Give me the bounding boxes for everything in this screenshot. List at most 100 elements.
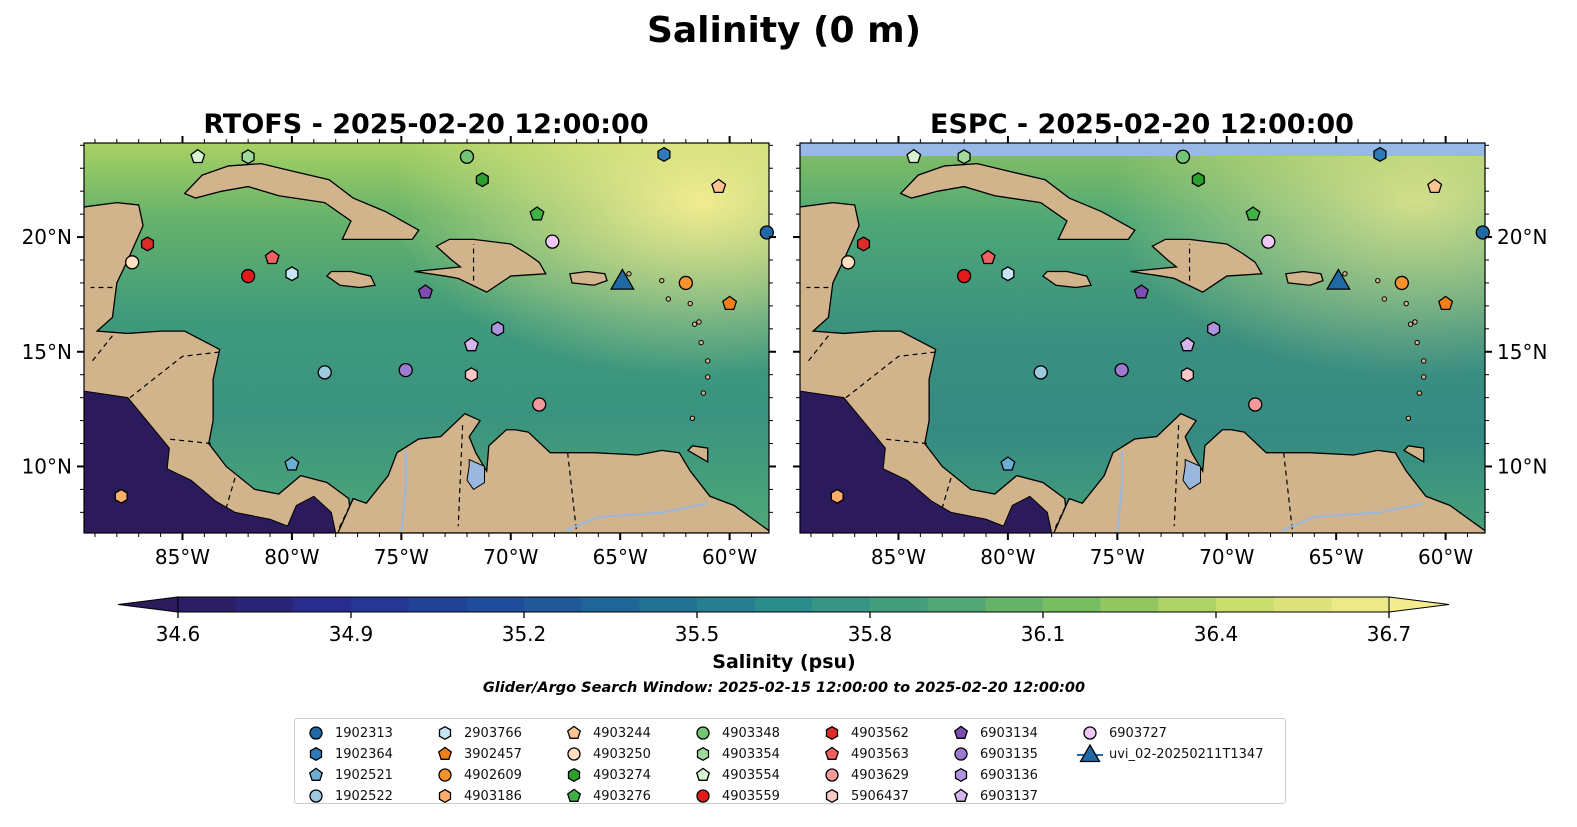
marker-6903135	[398, 362, 413, 378]
marker-4903562	[856, 236, 871, 252]
y-tick-label: 15°N	[1497, 340, 1547, 364]
colorbar-tick-label: 35.5	[675, 622, 720, 646]
marker-4903354	[241, 149, 255, 165]
legend-item: 6903136	[948, 765, 1038, 785]
land-polygon	[1285, 270, 1324, 286]
legend-item: 1902313	[303, 723, 393, 743]
country-border	[1173, 425, 1180, 527]
x-tick-label: 85°W	[871, 545, 926, 569]
legend-label: 4903348	[722, 725, 780, 741]
legend-marker-icon	[438, 725, 452, 741]
x-tick-label: 60°W	[702, 545, 757, 569]
island	[1381, 296, 1388, 302]
colorbar-segment	[927, 597, 986, 612]
colorbar-segment	[697, 597, 756, 612]
legend-marker-icon	[309, 726, 323, 740]
legend-item: 6903137	[948, 786, 1038, 806]
colorbar-tick-label: 34.6	[156, 622, 201, 646]
x-axis-ticks: 85°W 80°W 75°W 70°W 65°W 60°W	[810, 136, 1473, 569]
legend-marker-icon	[567, 767, 581, 783]
marker-1902313	[759, 225, 774, 240]
island	[1412, 319, 1418, 325]
y-axis-ticks: 10°N 15°N 20°N	[22, 144, 776, 513]
marker-6903136	[491, 321, 505, 337]
colorbar: 34.6 34.9 35.2 35.5 35.8 36.1 36.4 36.7	[117, 596, 1450, 646]
marker-6903134	[1133, 284, 1149, 299]
marker-4903250	[124, 255, 140, 270]
legend-label: 1902522	[335, 788, 393, 804]
colorbar-label: Salinity (psu)	[712, 651, 855, 673]
legend-marker-icon	[824, 746, 840, 760]
no-data-band	[800, 143, 1485, 156]
legend-label: 5906437	[851, 788, 909, 804]
legend-marker-icon	[825, 725, 839, 741]
legend-label: uvi_02-20250211T1347	[1109, 746, 1264, 762]
marker-5906437	[1180, 367, 1194, 383]
legend-item: 5906437	[819, 786, 909, 806]
marker-1902364	[1373, 146, 1387, 163]
legend-item: 2903766	[432, 723, 522, 743]
legend-item: 4903276	[561, 786, 651, 806]
legend-marker-icon	[438, 768, 452, 782]
legend-label: 4903274	[593, 767, 651, 783]
marker-4903250	[840, 255, 856, 270]
legend-marker-icon	[695, 767, 711, 781]
island	[689, 415, 696, 421]
lake-maracaibo	[1182, 458, 1201, 491]
colorbar-segment	[1273, 597, 1332, 612]
island	[665, 296, 672, 302]
island	[1405, 415, 1412, 421]
island	[1414, 339, 1420, 346]
island	[1421, 374, 1427, 380]
x-axis-ticks: 85°W 80°W 75°W 70°W 65°W 60°W	[94, 136, 757, 569]
marker-5906437	[464, 367, 478, 383]
marker-4903244	[711, 178, 727, 194]
land-polygon	[1130, 238, 1263, 293]
island	[626, 271, 632, 277]
marker-4903186	[830, 488, 844, 504]
legend-marker-icon	[954, 747, 968, 761]
legend-label: 6903135	[980, 746, 1038, 762]
country-border	[567, 452, 578, 531]
country-border	[845, 351, 938, 399]
land-polygon	[1402, 445, 1425, 464]
legend-item: 4903629	[819, 765, 909, 785]
country-border	[806, 335, 829, 364]
country-border	[457, 425, 464, 527]
y-tick-label: 15°N	[22, 340, 72, 364]
marker-1902522	[317, 365, 332, 380]
x-tick-label: 75°W	[1090, 545, 1145, 569]
legend-marker-icon	[309, 746, 323, 762]
legend-marker-icon	[309, 789, 323, 803]
x-tick-label: 60°W	[1418, 545, 1473, 569]
river	[1116, 450, 1123, 531]
legend-label: 6903134	[980, 725, 1038, 741]
marker-1902313	[1475, 225, 1490, 240]
colorbar-extend-min	[117, 596, 179, 613]
island	[659, 277, 665, 284]
marker-6903727	[1261, 234, 1276, 249]
land-polygon	[1053, 412, 1485, 533]
marker-4903554	[190, 148, 206, 164]
marker-4903274	[475, 172, 489, 188]
legend-item: 4903563	[819, 744, 909, 764]
legend-label: 4903562	[851, 725, 909, 741]
legend-marker-icon	[953, 725, 969, 739]
legend-item: 3902457	[432, 744, 522, 764]
colorbar-tick-label: 36.1	[1021, 622, 1066, 646]
marker-1902521	[284, 456, 300, 471]
map-panel-rtofs: RTOFS - 2025-02-20 12:00:00 85°W 80°W 75°W…	[22, 109, 776, 569]
marker-4903274	[1191, 172, 1205, 188]
colorbar-tick-label: 34.9	[329, 622, 374, 646]
marker-2903766	[285, 266, 299, 282]
colorbar-segment	[812, 597, 871, 612]
legend: 1902313 1902364 1902521 1902522 2903766 39024…	[294, 718, 1286, 804]
legend-marker-icon	[696, 789, 710, 803]
legend-marker-icon	[696, 726, 710, 740]
colorbar-frame	[177, 596, 1390, 613]
legend-label: 4903276	[593, 788, 651, 804]
island	[1375, 277, 1381, 284]
island	[1407, 321, 1414, 327]
search-window-caption: Glider/Argo Search Window: 2025-02-15 12…	[483, 680, 1085, 696]
